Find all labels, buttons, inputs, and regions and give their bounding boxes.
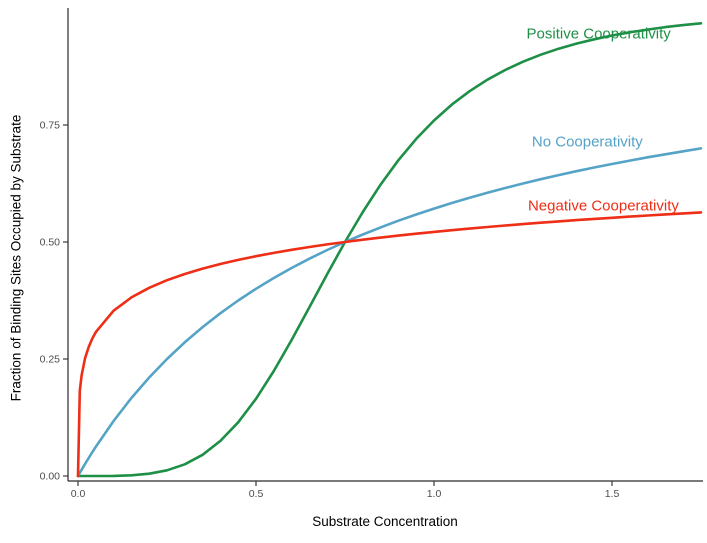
series-line-positive-cooperativity <box>76 21 703 478</box>
y-tick-label: 0.75 <box>40 120 61 132</box>
x-tick-label: 0.5 <box>249 488 264 500</box>
y-tick-label: 0.50 <box>40 237 61 249</box>
annotation-no-cooperativity: No Cooperativity <box>532 133 643 150</box>
x-tick-label: 0.0 <box>71 488 86 500</box>
y-axis-title: Fraction of Binding Sites Occupied by Su… <box>8 114 24 402</box>
x-tick-label: 1.5 <box>605 488 620 500</box>
series-line-negative-cooperativity <box>76 211 703 478</box>
annotation-negative-cooperativity: Negative Cooperativity <box>528 197 679 214</box>
y-tick-label: 0.00 <box>40 471 61 483</box>
x-axis-title: Substrate Concentration <box>312 514 458 529</box>
y-tick-label: 0.25 <box>40 354 61 366</box>
annotation-positive-cooperativity: Positive Cooperativity <box>527 26 672 43</box>
x-tick-label: 1.0 <box>427 488 442 500</box>
